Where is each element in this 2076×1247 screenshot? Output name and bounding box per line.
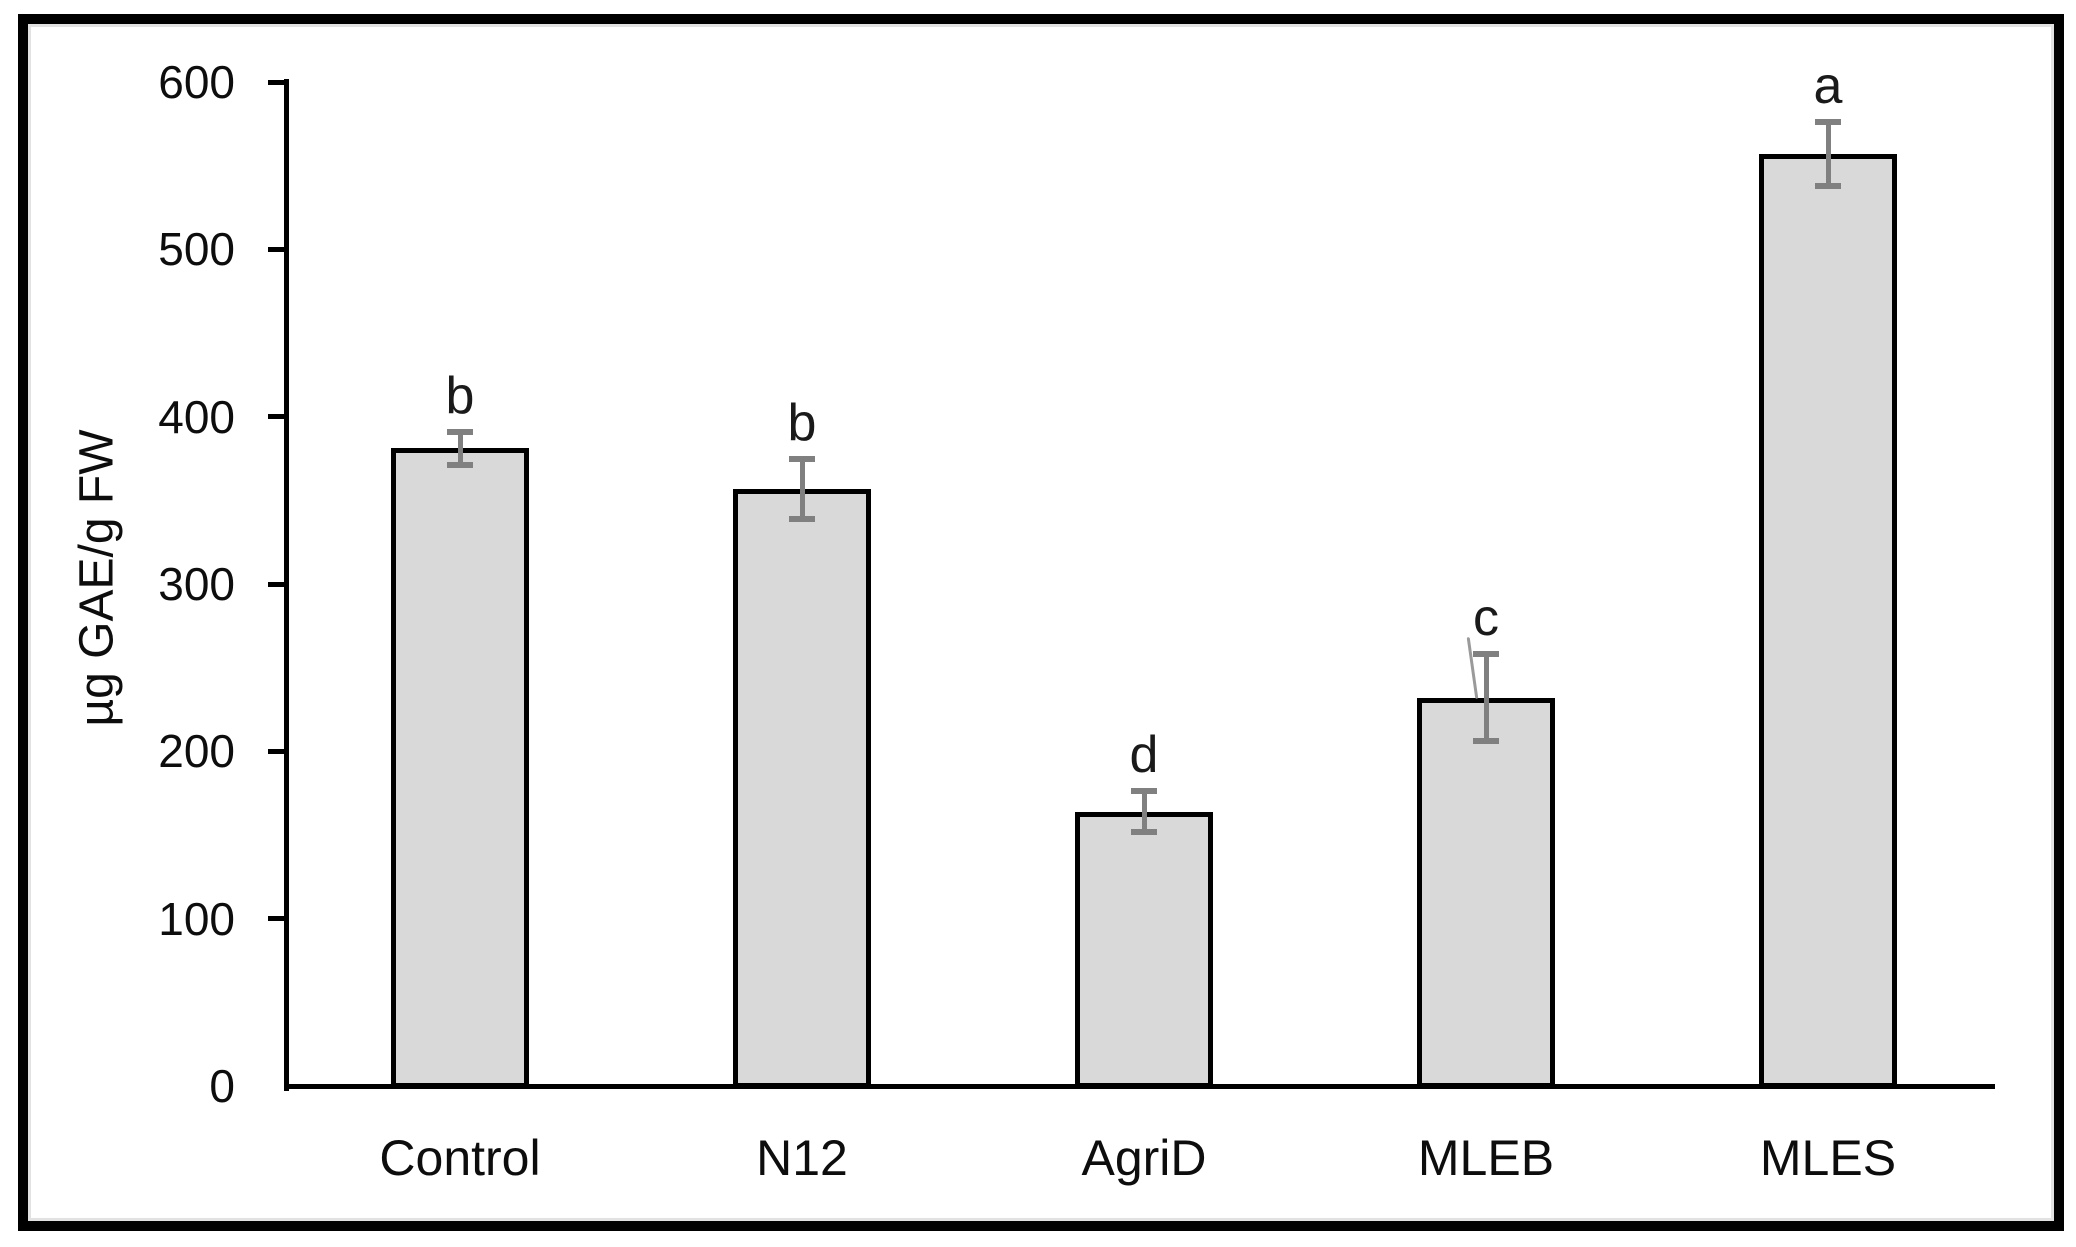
bar [1417,697,1555,1088]
error-bar-line [1141,791,1147,832]
y-tick-label: 200 [158,725,235,778]
error-bar-cap-bottom [789,515,815,522]
y-tick-label: 400 [158,390,235,443]
error-bar-cap-bottom [1131,828,1157,835]
y-tick-label: 500 [158,223,235,276]
error-bar-line [1825,122,1831,186]
y-tick [268,748,284,754]
significance-letter: a [1813,57,1843,116]
error-bar-cap-top [1815,119,1841,126]
y-tick [268,581,284,587]
x-category-label: Control [379,1130,541,1186]
error-bar-cap-bottom [447,462,473,469]
y-tick-label: 300 [158,558,235,610]
figure-frame [18,14,2064,1231]
error-bar-cap-bottom [1815,182,1841,189]
y-tick [268,79,284,85]
y-tick-label: 600 [158,56,235,108]
x-category-label: N12 [756,1130,848,1186]
bar [1759,153,1897,1088]
x-category-label: AgriD [1081,1130,1207,1186]
y-axis-line [284,79,289,1091]
error-bar-cap-top [447,428,473,435]
error-bar-line [457,431,463,466]
significance-letter: b [445,366,475,425]
error-bar-cap-top [789,455,815,462]
x-category-label: MLEB [1417,1130,1555,1186]
y-tick-label: 100 [158,892,235,945]
y-tick [268,916,284,922]
error-bar-cap-bottom [1473,738,1499,745]
significance-letter: b [787,393,817,452]
bar [1075,811,1213,1088]
y-tick [268,414,284,420]
bar [733,488,871,1088]
y-tick [268,246,284,252]
bar [391,448,529,1088]
error-bar-line [799,458,805,519]
x-category-label: MLES [1759,1130,1897,1186]
y-tick-label: 0 [209,1060,235,1112]
significance-letter: d [1129,726,1159,785]
error-bar-cap-top [1473,651,1499,658]
error-bar-cap-top [1131,788,1157,795]
significance-letter: c [1473,589,1499,648]
error-bar-line [1483,654,1489,742]
